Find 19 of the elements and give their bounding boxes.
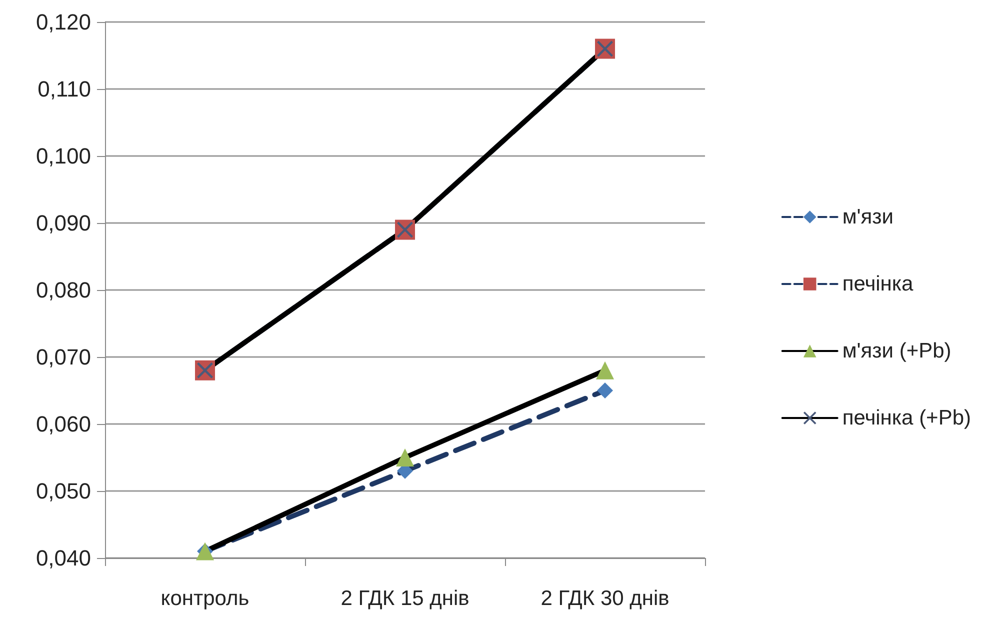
- y-tick-label: 0,050: [36, 478, 91, 504]
- y-tick-label: 0,040: [36, 546, 91, 570]
- y-tick-label: 0,060: [36, 412, 91, 436]
- legend-label: печінка: [842, 272, 914, 296]
- legend-label: м'язи (+Pb): [842, 340, 952, 362]
- y-tick-label: 0,100: [36, 144, 91, 168]
- point: [597, 382, 613, 398]
- legend-label: м'язи: [842, 206, 894, 228]
- y-tick-label: 0,080: [36, 278, 91, 302]
- point: [396, 448, 414, 466]
- y-tick-label: 0,090: [36, 210, 91, 236]
- point: [596, 361, 614, 380]
- legend-label: печінка (+Pb): [842, 406, 971, 430]
- y-tick-label: 0,110: [38, 76, 91, 102]
- y-tick-label: 0,120: [36, 10, 91, 34]
- y-tick-label: 0,070: [36, 344, 91, 370]
- x-tick-label: контроль: [160, 587, 250, 610]
- x-tick-label: 2 ГДК 15 днів: [340, 587, 470, 610]
- x-tick-label: 2 ГДК 30 днів: [540, 587, 670, 610]
